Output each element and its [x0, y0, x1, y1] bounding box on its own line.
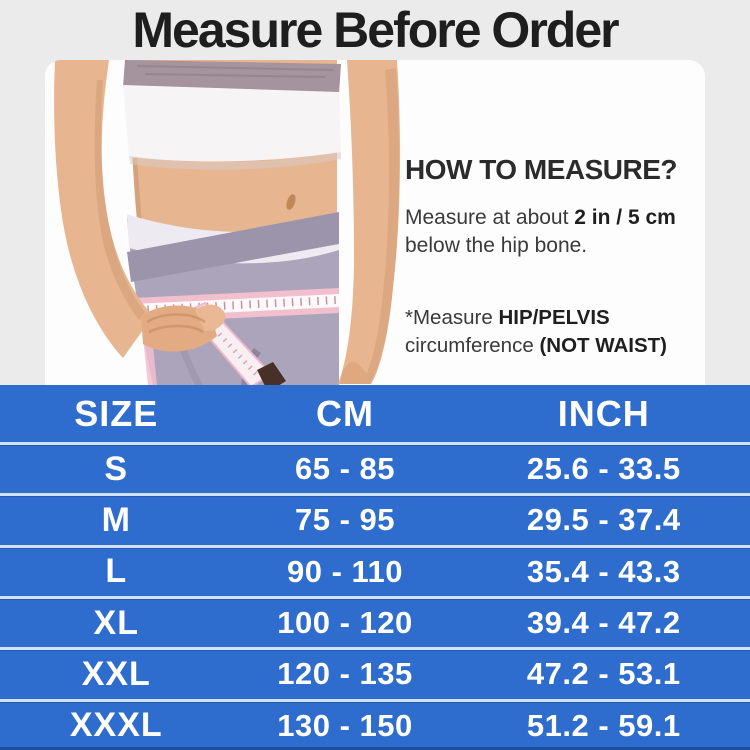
size-cell: XL: [93, 603, 139, 642]
measure-footnote: *Measure HIP/PELVIS circumference (NOT W…: [405, 304, 703, 360]
cm-cell: 65 - 85: [294, 451, 395, 487]
cm-cell: 90 - 110: [286, 553, 404, 589]
column-header-size: SIZE: [74, 392, 159, 434]
column-header-inch: INCH: [557, 392, 650, 434]
table-row-xxxl: XXXL 130 - 150 51.2 - 59.1: [0, 698, 750, 750]
cm-cell: 120 - 135: [277, 656, 413, 692]
column-header-cm: CM: [316, 392, 374, 434]
table-row-l: L 90 - 110 35.4 - 43.3: [0, 544, 750, 596]
table-row-xxl: XXL 120 - 135 47.2 - 53.1: [0, 647, 750, 698]
inch-cell: 29.5 - 37.4: [526, 502, 681, 538]
inch-cell: 39.4 - 47.2: [526, 605, 681, 641]
size-table: SIZE CM INCH S 65 - 85 25.6 - 33.5 M 75 …: [0, 385, 750, 750]
size-table-body: S 65 - 85 25.6 - 33.5 M 75 - 95 29.5 - 3…: [0, 442, 750, 750]
instruction-normal-1: Measure at about: [405, 206, 575, 229]
footnote-bold-2: (NOT WAIST): [539, 334, 667, 357]
cm-cell: 100 - 120: [277, 605, 413, 641]
table-row-xl: XL 100 - 120 39.4 - 47.2: [0, 595, 750, 647]
instruction-bold-1: 2 in / 5 cm: [574, 206, 676, 229]
page-title: Measure Before Order: [132, 2, 619, 58]
footnote-bold-1: HIP/PELVIS: [498, 306, 610, 329]
how-to-measure-block: HOW TO MEASURE? Measure at about 2 in / …: [405, 154, 703, 360]
size-cell: L: [105, 552, 128, 591]
cm-cell: 75 - 95: [294, 502, 395, 538]
hip-measure-graphic: [45, 60, 445, 385]
size-cell: XXXL: [69, 706, 163, 745]
measure-panel: HOW TO MEASURE? Measure at about 2 in / …: [45, 60, 705, 385]
table-row-s: S 65 - 85 25.6 - 33.5: [0, 442, 750, 493]
inch-cell: 35.4 - 43.3: [526, 553, 681, 589]
cm-cell: 130 - 150: [277, 707, 413, 743]
size-table-header-row: SIZE CM INCH: [0, 385, 750, 442]
instruction-normal-2: below the hip bone.: [405, 234, 588, 257]
measure-instruction-text: Measure at about 2 in / 5 cm below the h…: [405, 204, 703, 260]
inch-cell: 51.2 - 59.1: [526, 707, 681, 743]
size-cell: S: [104, 449, 129, 488]
inch-cell: 47.2 - 53.1: [526, 656, 681, 692]
footnote-normal-1: *Measure: [405, 306, 499, 329]
table-row-m: M 75 - 95 29.5 - 37.4: [0, 493, 750, 544]
how-to-measure-heading: HOW TO MEASURE?: [405, 154, 677, 185]
footnote-normal-2: circumference: [405, 334, 540, 357]
model-photo-illustration: [45, 60, 445, 385]
size-cell: M: [101, 500, 131, 539]
inch-cell: 25.6 - 33.5: [526, 451, 681, 487]
size-cell: XXL: [81, 654, 151, 693]
